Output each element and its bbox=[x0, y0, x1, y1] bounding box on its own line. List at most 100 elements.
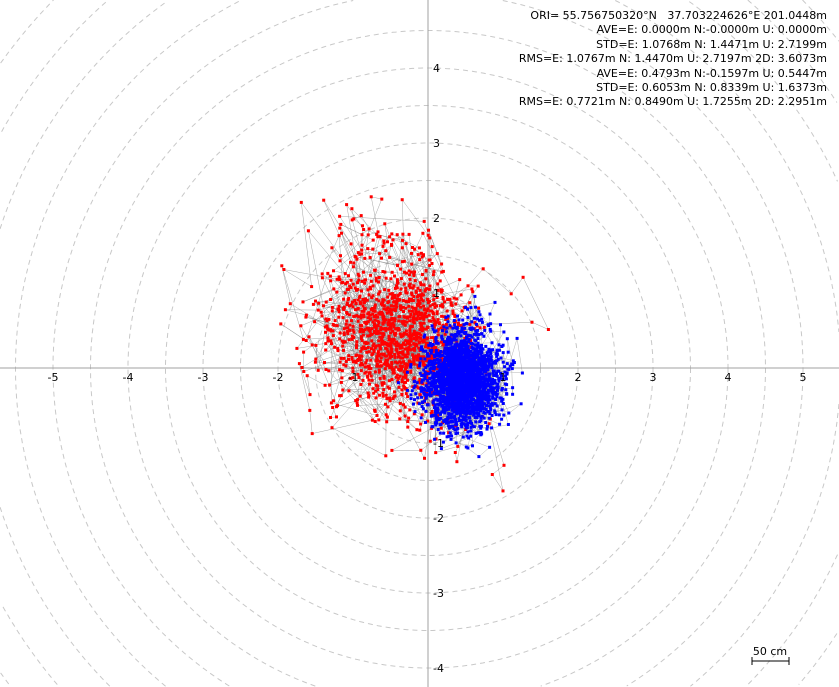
data-point bbox=[367, 311, 371, 315]
data-point bbox=[342, 348, 345, 352]
data-point bbox=[373, 318, 377, 322]
data-point bbox=[440, 270, 444, 274]
data-point bbox=[416, 363, 420, 367]
data-point bbox=[348, 313, 352, 317]
data-point bbox=[342, 305, 346, 309]
data-point bbox=[351, 305, 355, 309]
data-point bbox=[448, 395, 452, 399]
data-point bbox=[449, 342, 453, 346]
data-point bbox=[475, 411, 479, 415]
data-point bbox=[440, 336, 444, 340]
data-point bbox=[341, 388, 345, 392]
data-point bbox=[497, 377, 501, 381]
data-point bbox=[342, 333, 346, 336]
data-point bbox=[443, 380, 447, 384]
data-point bbox=[515, 336, 519, 340]
data-point bbox=[466, 406, 470, 410]
data-point bbox=[428, 349, 432, 353]
data-point bbox=[356, 372, 360, 376]
data-point bbox=[475, 332, 479, 336]
data-point bbox=[459, 404, 463, 408]
data-point bbox=[384, 413, 388, 417]
data-point bbox=[456, 398, 460, 402]
data-point bbox=[467, 363, 471, 366]
data-point bbox=[471, 394, 475, 398]
data-point bbox=[425, 374, 429, 378]
data-point bbox=[483, 367, 487, 371]
data-point bbox=[445, 357, 449, 361]
data-point bbox=[374, 344, 378, 348]
data-point bbox=[401, 375, 405, 379]
data-point bbox=[446, 373, 450, 377]
data-point bbox=[388, 255, 392, 259]
data-point bbox=[307, 335, 311, 339]
data-point bbox=[446, 314, 450, 318]
data-point bbox=[435, 410, 439, 414]
data-point bbox=[490, 363, 494, 367]
data-point bbox=[408, 359, 412, 363]
data-point bbox=[358, 294, 362, 298]
data-point bbox=[453, 351, 457, 354]
data-point bbox=[408, 277, 412, 281]
data-point bbox=[436, 414, 440, 418]
data-point bbox=[416, 314, 420, 318]
data-point bbox=[389, 322, 393, 326]
data-point bbox=[420, 355, 424, 359]
data-point bbox=[448, 352, 452, 356]
data-point bbox=[441, 354, 445, 357]
data-point bbox=[438, 390, 442, 394]
data-point bbox=[400, 380, 404, 384]
data-point bbox=[499, 396, 503, 400]
data-point bbox=[439, 340, 443, 344]
data-point bbox=[434, 385, 438, 389]
data-point bbox=[385, 311, 389, 315]
data-point bbox=[346, 298, 350, 302]
data-point bbox=[464, 349, 468, 353]
data-point bbox=[351, 300, 354, 304]
data-point bbox=[443, 349, 446, 353]
data-point bbox=[327, 317, 331, 321]
data-point bbox=[480, 394, 484, 398]
data-point bbox=[471, 363, 474, 367]
data-point bbox=[405, 362, 409, 366]
stat-rms-2: RMS=E: 0.7721m N: 0.8490m U: 1.7255m 2D:… bbox=[518, 95, 827, 109]
data-point bbox=[452, 407, 456, 411]
data-point bbox=[417, 335, 421, 339]
data-point bbox=[423, 377, 427, 381]
data-point bbox=[409, 325, 413, 329]
data-point bbox=[446, 375, 450, 378]
data-point bbox=[392, 323, 396, 327]
data-point bbox=[495, 395, 499, 398]
data-point bbox=[422, 335, 426, 339]
data-point bbox=[375, 324, 379, 328]
data-point bbox=[440, 410, 444, 414]
data-point bbox=[485, 358, 489, 362]
data-point bbox=[432, 365, 436, 368]
data-point bbox=[370, 378, 374, 382]
data-point bbox=[465, 340, 469, 344]
data-point bbox=[490, 426, 494, 430]
data-point bbox=[485, 396, 489, 400]
data-point bbox=[458, 414, 462, 418]
data-point bbox=[390, 292, 394, 296]
data-point bbox=[464, 369, 468, 373]
data-point bbox=[368, 285, 372, 289]
data-point bbox=[360, 354, 364, 358]
data-point bbox=[477, 306, 481, 310]
data-point bbox=[418, 328, 422, 332]
data-point bbox=[384, 341, 388, 345]
data-point bbox=[473, 366, 477, 370]
data-point bbox=[439, 426, 443, 430]
data-point bbox=[314, 299, 317, 303]
data-point bbox=[348, 284, 352, 288]
data-point bbox=[403, 343, 407, 347]
data-point bbox=[351, 324, 355, 328]
data-point bbox=[399, 267, 403, 271]
data-point bbox=[344, 322, 348, 326]
data-point bbox=[480, 398, 484, 401]
data-point bbox=[484, 366, 488, 370]
data-point bbox=[448, 386, 452, 390]
data-point bbox=[486, 357, 490, 361]
data-point bbox=[408, 315, 412, 319]
